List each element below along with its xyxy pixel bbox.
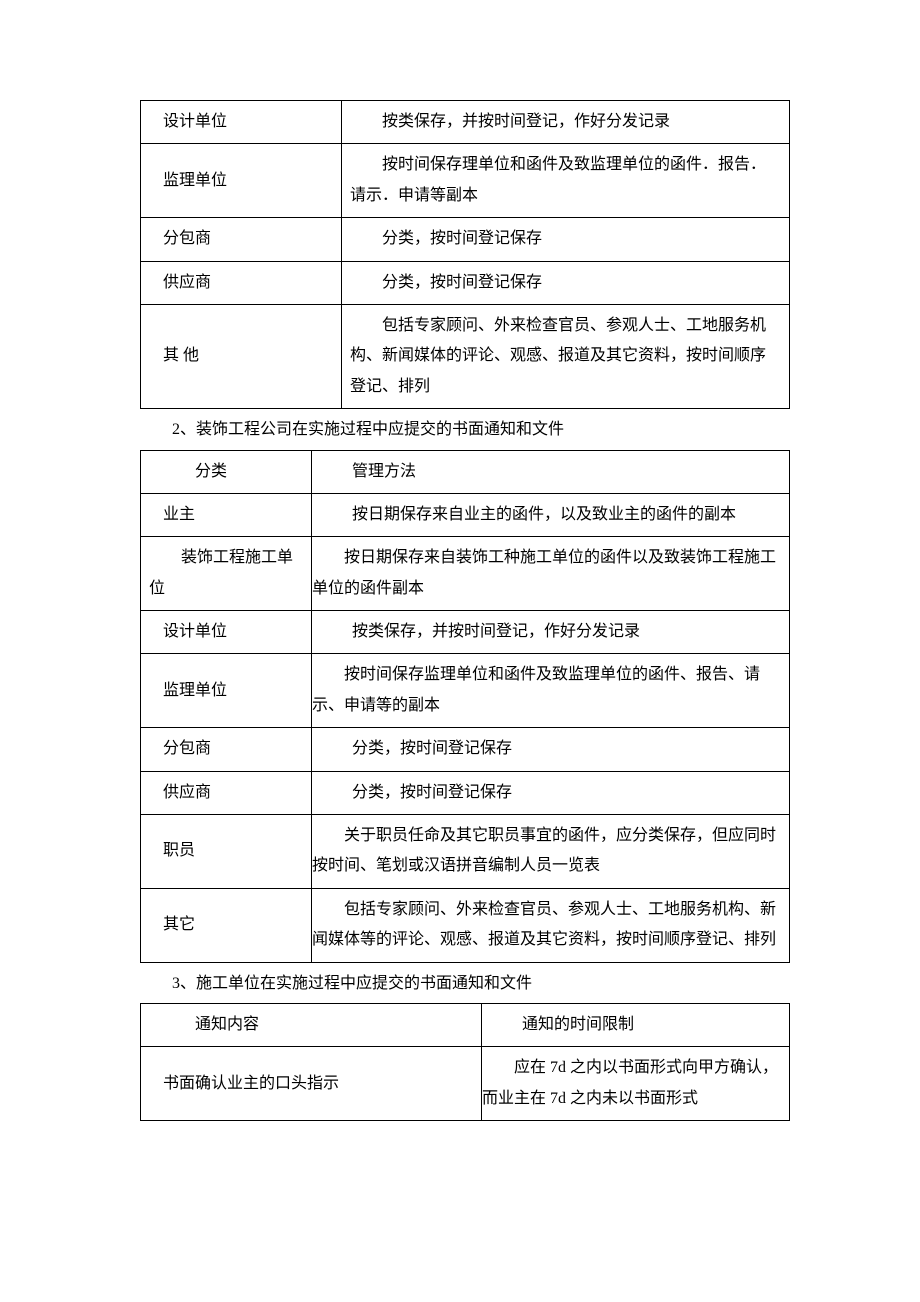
t1-r0-method: 按类保存，并按时间登记，作好分发记录 (342, 101, 790, 144)
t2-head-label: 分类 (141, 450, 312, 493)
t2-r2-method: 按类保存，并按时间登记，作好分发记录 (312, 611, 790, 654)
table-row: 装饰工程施工单位 按日期保存来自装饰工种施工单位的函件以及致装饰工程施工单位的函… (141, 537, 790, 611)
t1-r4-label: 其 他 (141, 304, 342, 408)
table-row: 供应商 分类，按时间登记保存 (141, 261, 790, 304)
table-header-row: 通知内容 通知的时间限制 (141, 1003, 790, 1046)
t2-r0-method: 按日期保存来自业主的函件，以及致业主的函件的副本 (312, 493, 790, 536)
table-row: 其它 包括专家顾问、外来检查官员、参观人士、工地服务机构、新闻媒体等的评论、观感… (141, 888, 790, 962)
t2-r5-label: 供应商 (141, 771, 312, 814)
table-2: 分类 管理方法 业主 按日期保存来自业主的函件，以及致业主的函件的副本 装饰工程… (140, 450, 790, 963)
table-row: 监理单位 按时间保存监理单位和函件及致监理单位的函件、报告、请示、申请等的副本 (141, 654, 790, 728)
t2-r7-label: 其它 (141, 888, 312, 962)
table-row: 职员 关于职员任命及其它职员事宜的函件，应分类保存，但应同时按时间、笔划或汉语拼… (141, 815, 790, 889)
t1-r3-method: 分类，按时间登记保存 (342, 261, 790, 304)
t1-r0-label: 设计单位 (141, 101, 342, 144)
t2-r3-label: 监理单位 (141, 654, 312, 728)
t2-r1-method: 按日期保存来自装饰工种施工单位的函件以及致装饰工程施工单位的函件副本 (312, 537, 790, 611)
t2-r1-label: 装饰工程施工单位 (141, 537, 312, 611)
table-row: 其 他 包括专家顾问、外来检查官员、参观人士、工地服务机构、新闻媒体的评论、观感… (141, 304, 790, 408)
table-row: 监理单位 按时间保存理单位和函件及致监理单位的函件．报告．请示．申请等副本 (141, 144, 790, 218)
t2-r2-label: 设计单位 (141, 611, 312, 654)
t3-head-label: 通知内容 (141, 1003, 482, 1046)
t1-r1-method: 按时间保存理单位和函件及致监理单位的函件．报告．请示．申请等副本 (342, 144, 790, 218)
t3-r0-label: 书面确认业主的口头指示 (141, 1047, 482, 1121)
table-row: 分包商 分类，按时间登记保存 (141, 728, 790, 771)
t1-r2-method: 分类，按时间登记保存 (342, 218, 790, 261)
t2-r5-method: 分类，按时间登记保存 (312, 771, 790, 814)
t3-head-limit: 通知的时间限制 (482, 1003, 790, 1046)
t2-r0-label: 业主 (141, 493, 312, 536)
t2-r4-label: 分包商 (141, 728, 312, 771)
t2-r3-method: 按时间保存监理单位和函件及致监理单位的函件、报告、请示、申请等的副本 (312, 654, 790, 728)
table-row: 设计单位 按类保存，并按时间登记，作好分发记录 (141, 101, 790, 144)
t2-r6-label: 职员 (141, 815, 312, 889)
t1-r2-label: 分包商 (141, 218, 342, 261)
t3-r0-limit: 应在 7d 之内以书面形式向甲方确认，而业主在 7d 之内未以书面形式 (482, 1047, 790, 1121)
table-3: 通知内容 通知的时间限制 书面确认业主的口头指示 应在 7d 之内以书面形式向甲… (140, 1003, 790, 1121)
t2-head-method: 管理方法 (312, 450, 790, 493)
table-1: 设计单位 按类保存，并按时间登记，作好分发记录 监理单位 按时间保存理单位和函件… (140, 100, 790, 409)
table-header-row: 分类 管理方法 (141, 450, 790, 493)
table-row: 书面确认业主的口头指示 应在 7d 之内以书面形式向甲方确认，而业主在 7d 之… (141, 1047, 790, 1121)
t2-r4-method: 分类，按时间登记保存 (312, 728, 790, 771)
t1-r4-method: 包括专家顾问、外来检查官员、参观人士、工地服务机构、新闻媒体的评论、观感、报道及… (342, 304, 790, 408)
document-page: 设计单位 按类保存，并按时间登记，作好分发记录 监理单位 按时间保存理单位和函件… (0, 0, 920, 1302)
section-2-heading: 2、装饰工程公司在实施过程中应提交的书面通知和文件 (140, 415, 790, 445)
t2-r6-method: 关于职员任命及其它职员事宜的函件，应分类保存，但应同时按时间、笔划或汉语拼音编制… (312, 815, 790, 889)
table-row: 业主 按日期保存来自业主的函件，以及致业主的函件的副本 (141, 493, 790, 536)
t2-r7-method: 包括专家顾问、外来检查官员、参观人士、工地服务机构、新闻媒体等的评论、观感、报道… (312, 888, 790, 962)
table-row: 分包商 分类，按时间登记保存 (141, 218, 790, 261)
section-3-heading: 3、施工单位在实施过程中应提交的书面通知和文件 (140, 969, 790, 999)
table-row: 设计单位 按类保存，并按时间登记，作好分发记录 (141, 611, 790, 654)
t1-r3-label: 供应商 (141, 261, 342, 304)
t1-r1-label: 监理单位 (141, 144, 342, 218)
table-row: 供应商 分类，按时间登记保存 (141, 771, 790, 814)
